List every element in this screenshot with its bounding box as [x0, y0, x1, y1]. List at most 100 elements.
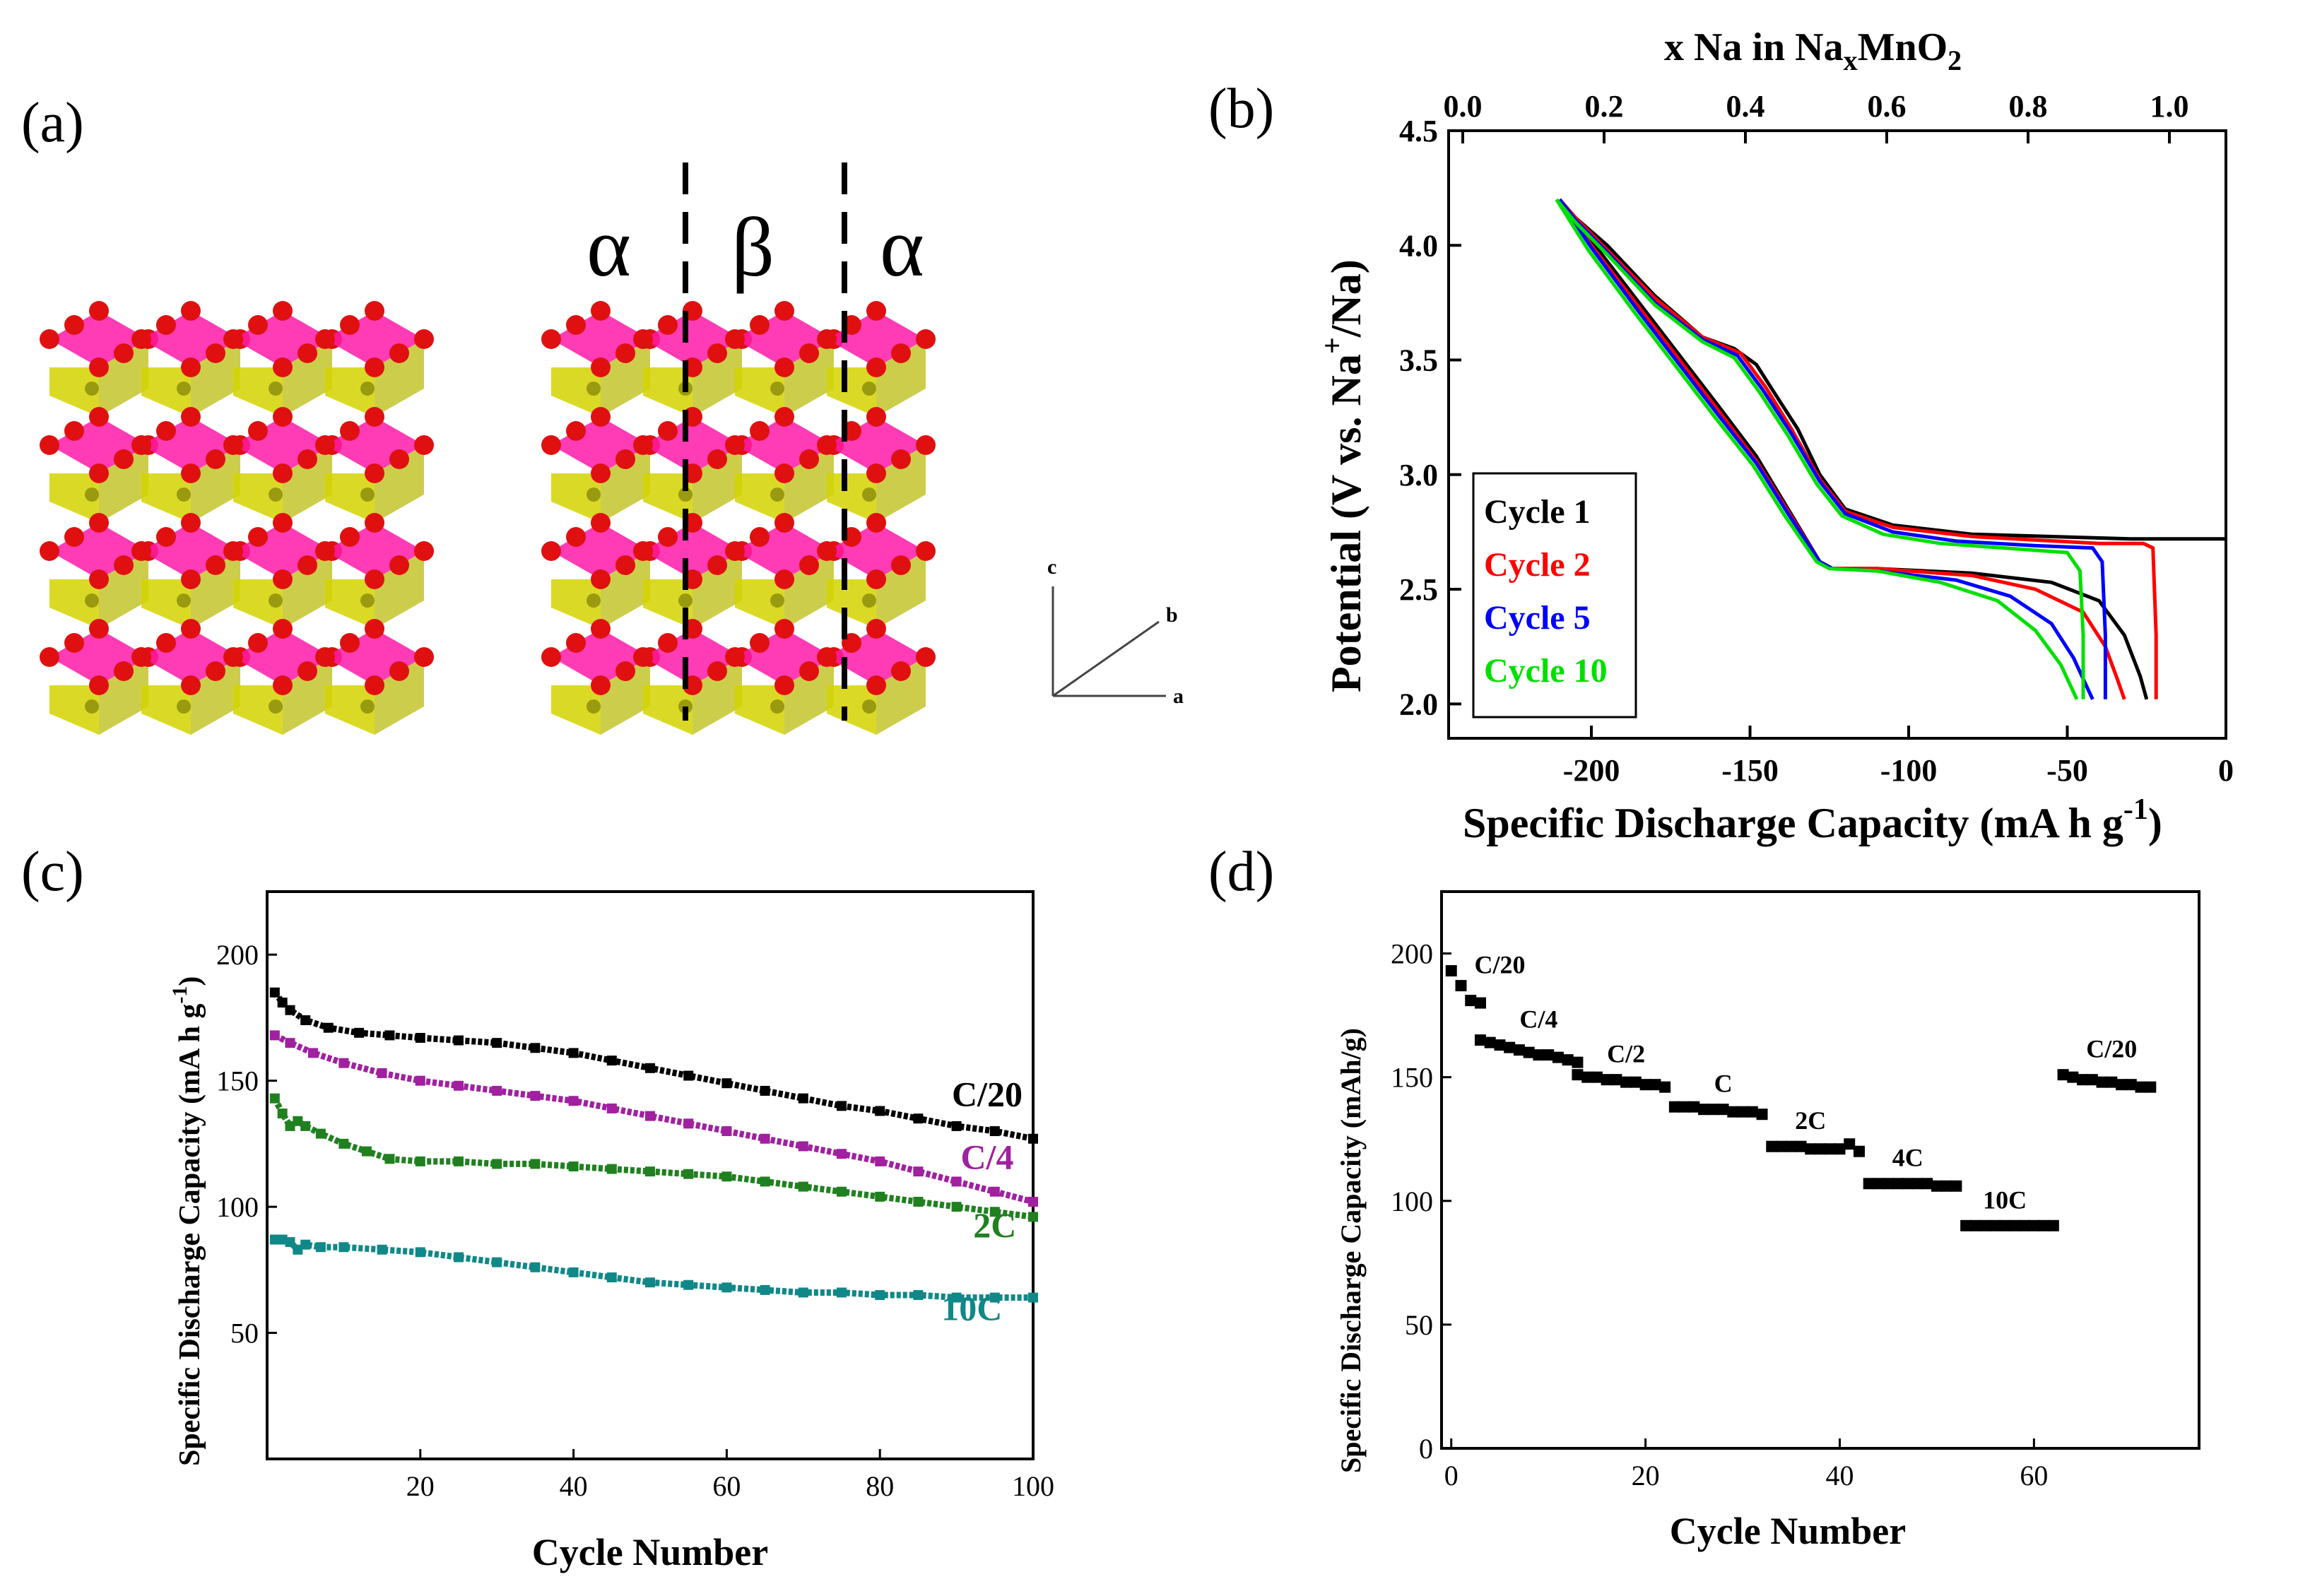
- oxygen-atom: [866, 301, 886, 321]
- y-tick-label: 100: [216, 1191, 259, 1223]
- oxygen-atom: [866, 357, 886, 377]
- series-2c-point: [454, 1156, 464, 1166]
- axis-a-label: a: [1173, 685, 1184, 708]
- capacity-point: [2106, 1076, 2118, 1088]
- prism-face: [827, 685, 876, 735]
- oxygen-atom: [89, 619, 109, 639]
- series-c-4-point: [951, 1176, 962, 1187]
- series-c-4-point: [837, 1149, 847, 1159]
- manganese-atom: [587, 699, 601, 714]
- oxygen-atom: [64, 421, 84, 441]
- series-c-20-point: [323, 1022, 334, 1033]
- capacity-point: [1979, 1219, 1991, 1231]
- oxygen-atom: [725, 647, 745, 667]
- oxygen-atom: [365, 675, 384, 695]
- capacity-point: [1610, 1074, 1622, 1086]
- series-10c-point: [760, 1284, 770, 1295]
- oxygen-atom: [40, 329, 59, 349]
- y-axis-label: Specific Discharge Capacity (mA h g-1): [168, 976, 206, 1466]
- y-tick-label: 4.5: [1399, 114, 1438, 148]
- x-tick-label: 20: [406, 1470, 435, 1502]
- capacity-point: [2057, 1069, 2069, 1081]
- capacity-point: [1474, 1034, 1486, 1046]
- manganese-atom: [678, 593, 693, 608]
- capacity-point: [2116, 1079, 2128, 1091]
- crystal-block-right: [541, 301, 936, 735]
- capacity-point: [1707, 1104, 1719, 1116]
- capacity-point: [2028, 1219, 2040, 1231]
- oxygen-atom: [750, 527, 770, 547]
- oxygen-atom: [297, 343, 317, 363]
- series-c-4-line: [273, 1032, 1035, 1205]
- manganese-atom: [862, 699, 876, 714]
- oxygen-atom: [414, 647, 434, 667]
- prism-face: [735, 685, 784, 735]
- capacity-point: [1776, 1140, 1788, 1152]
- oxygen-atom: [181, 513, 201, 533]
- manganese-atom: [587, 593, 601, 608]
- series-10c-point: [798, 1287, 808, 1298]
- oxygen-atom: [273, 463, 293, 483]
- oxygen-atom: [633, 647, 653, 667]
- series-cycle-5-discharge: [1558, 198, 2107, 699]
- top-x-tick-label: 1.0: [2150, 89, 2189, 124]
- oxygen-atom: [365, 619, 384, 639]
- oxygen-atom: [566, 315, 586, 335]
- x-tick-label: -150: [1721, 753, 1779, 788]
- series-c-4-point: [913, 1166, 924, 1177]
- oxygen-atom: [114, 661, 134, 681]
- capacity-point: [1969, 1219, 1981, 1231]
- prism-face: [827, 579, 876, 629]
- rate-label: C: [1714, 1070, 1733, 1098]
- legend-entry-cycle-10: Cycle 10: [1484, 652, 1608, 690]
- oxygen-atom: [774, 407, 794, 427]
- series-2c-point: [361, 1146, 372, 1157]
- oxygen-atom: [591, 619, 611, 639]
- oxygen-atom: [273, 407, 293, 427]
- oxygen-atom: [181, 569, 201, 589]
- capacity-point: [1678, 1101, 1690, 1113]
- prism-side: [283, 445, 332, 523]
- oxygen-atom: [156, 527, 176, 547]
- series-c-20-point: [285, 1005, 295, 1015]
- capacity-point: [1543, 1049, 1555, 1061]
- manganese-atom: [360, 699, 375, 714]
- oxygen-atom: [223, 647, 243, 667]
- manganese-atom: [862, 382, 876, 396]
- oxygen-atom: [658, 315, 678, 335]
- series-c-4-point: [415, 1075, 425, 1086]
- capacity-point: [1455, 980, 1467, 992]
- series-c-20-point: [989, 1126, 1000, 1137]
- oxygen-atom: [541, 541, 561, 561]
- oxygen-atom: [315, 541, 335, 561]
- prism-face: [141, 367, 191, 417]
- series-label: C/20: [952, 1074, 1023, 1113]
- capacity-point: [1572, 1056, 1584, 1068]
- series-c-20-point: [1028, 1133, 1038, 1144]
- oxygen-atom: [799, 555, 819, 575]
- oxygen-atom: [725, 541, 745, 561]
- manganese-atom: [85, 487, 99, 502]
- capacity-point: [1882, 1178, 1895, 1190]
- panel-c-label: (c): [21, 841, 84, 903]
- series-10c-point: [568, 1267, 579, 1277]
- rate-label: C/4: [1519, 1005, 1557, 1034]
- prism-face: [233, 367, 283, 417]
- y-tick-label: 50: [230, 1318, 259, 1349]
- oxygen-atom: [658, 527, 678, 547]
- prism-side: [283, 339, 332, 417]
- prism-face: [233, 579, 283, 629]
- series-2c-point: [760, 1176, 770, 1187]
- prism-side: [693, 445, 742, 523]
- oxygen-atom: [248, 527, 268, 547]
- capacity-point: [2086, 1074, 2098, 1086]
- series-10c-point: [645, 1277, 655, 1288]
- capacity-point: [1785, 1140, 1797, 1152]
- capacity-point: [1562, 1054, 1574, 1066]
- manganese-atom: [587, 382, 601, 396]
- crystal-block-left: [40, 301, 434, 735]
- x-tick-label: 80: [866, 1470, 894, 1502]
- oxygen-atom: [866, 569, 886, 589]
- series-10c-point: [913, 1290, 924, 1301]
- prism-side: [191, 551, 240, 629]
